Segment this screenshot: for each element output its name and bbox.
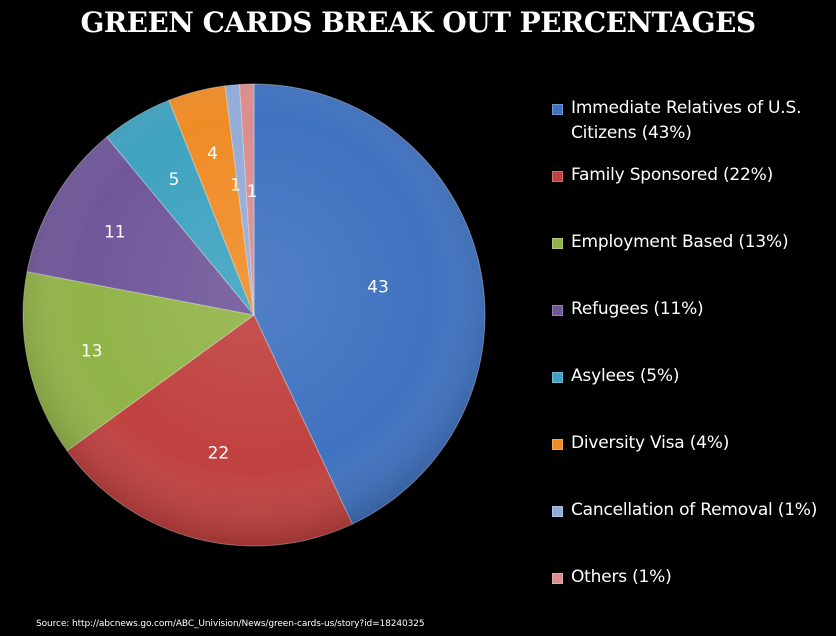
legend-label: Immediate Relatives of U.S. Citizens (43…	[571, 98, 802, 143]
legend-item: Immediate Relatives of U.S. Citizens (43…	[552, 96, 836, 146]
legend-item: Cancellation of Removal (1%)	[552, 498, 836, 523]
slice-data-label: 13	[81, 341, 103, 361]
legend-item: Family Sponsored (22%)	[552, 163, 836, 188]
legend-label: Family Sponsored (22%)	[571, 165, 774, 185]
legend-swatch	[552, 171, 563, 182]
legend-item: Employment Based (13%)	[552, 230, 836, 255]
slice-data-label: 4	[207, 144, 218, 164]
legend-swatch	[552, 305, 563, 316]
source-note: Source: http://abcnews.go.com/ABC_Univis…	[36, 619, 425, 629]
legend-item: Diversity Visa (4%)	[552, 431, 836, 456]
legend-item: Refugees (11%)	[552, 297, 836, 322]
legend-label: Employment Based (13%)	[571, 232, 789, 252]
slice-data-label: 11	[104, 223, 126, 243]
legend-swatch	[552, 439, 563, 450]
legend-label: Asylees (5%)	[571, 366, 680, 386]
legend-item: Others (1%)	[552, 565, 836, 590]
slice-data-label: 1	[230, 176, 241, 196]
legend-swatch	[552, 506, 563, 517]
legend-label: Refugees (11%)	[571, 299, 704, 319]
slice-data-label: 22	[208, 444, 230, 464]
legend-label: Others (1%)	[571, 567, 672, 587]
slice-data-label: 1	[247, 182, 258, 202]
legend-swatch	[552, 104, 563, 115]
legend-swatch	[552, 238, 563, 249]
legend-label: Cancellation of Removal (1%)	[571, 500, 818, 520]
legend-item: Asylees (5%)	[552, 364, 836, 389]
slice-data-label: 5	[169, 170, 180, 190]
chart-title: GREEN CARDS BREAK OUT PERCENTAGES	[80, 6, 756, 39]
legend-swatch	[552, 372, 563, 383]
legend-swatch	[552, 573, 563, 584]
legend-label: Diversity Visa (4%)	[571, 433, 730, 453]
slice-data-label: 43	[367, 277, 389, 297]
